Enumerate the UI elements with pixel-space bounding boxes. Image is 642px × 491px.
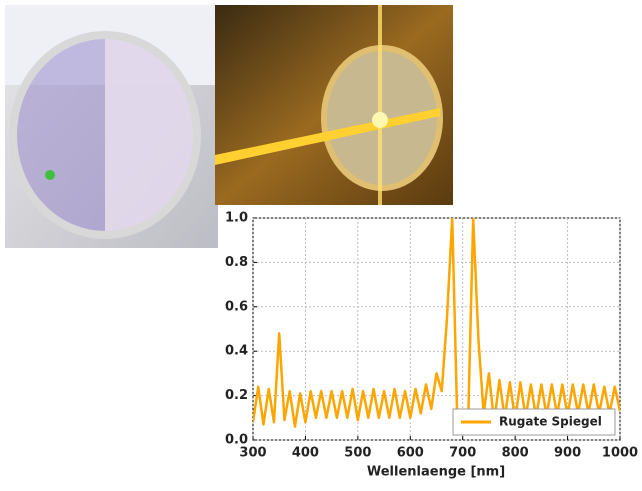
y-tick-label: 0.6 bbox=[225, 299, 248, 314]
plot-area bbox=[253, 218, 620, 435]
y-tick-label: 0.8 bbox=[225, 255, 248, 270]
y-tick-label: 0.2 bbox=[225, 388, 248, 403]
x-tick-label: 400 bbox=[292, 446, 319, 461]
x-tick-label: 500 bbox=[344, 446, 371, 461]
x-tick-label: 1000 bbox=[602, 446, 638, 461]
plot-frame bbox=[252, 217, 621, 441]
legend-label: Rugate Spiegel bbox=[499, 415, 602, 429]
y-tick-label: 0.4 bbox=[225, 344, 248, 359]
x-tick-label: 900 bbox=[554, 446, 581, 461]
x-tick-label: 600 bbox=[397, 446, 424, 461]
x-tick-label: 800 bbox=[502, 446, 529, 461]
x-axis-label: Wellenlaenge [nm] bbox=[367, 465, 505, 480]
photo-lens-1 bbox=[5, 5, 218, 248]
x-tick-label: 300 bbox=[239, 446, 266, 461]
y-tick-label: 0.0 bbox=[225, 433, 248, 448]
photo-lens-2 bbox=[215, 5, 453, 205]
x-tick-label: 700 bbox=[449, 446, 476, 461]
data-line bbox=[253, 218, 620, 435]
y-tick-label: 1.0 bbox=[225, 211, 248, 226]
